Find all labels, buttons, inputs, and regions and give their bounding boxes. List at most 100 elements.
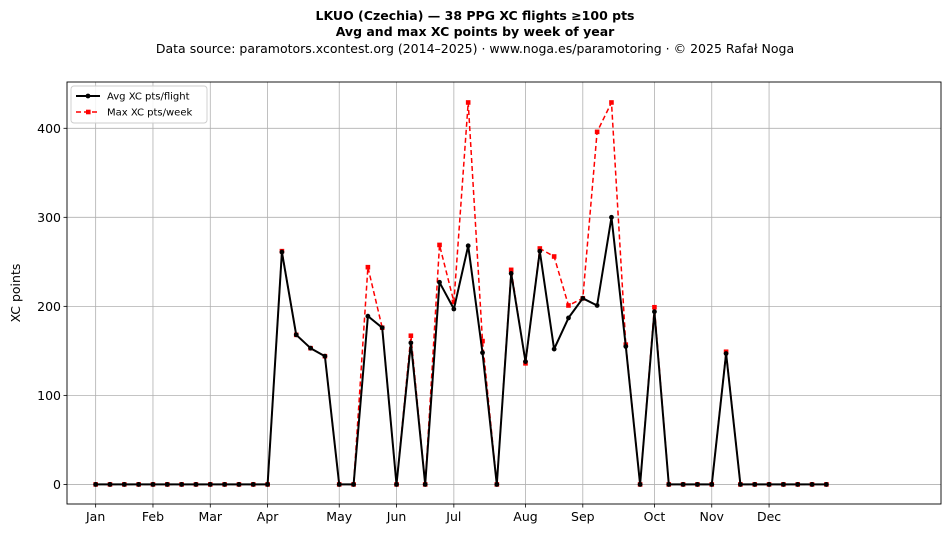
data-point	[293, 332, 299, 338]
data-point	[279, 249, 285, 255]
data-point	[566, 315, 571, 321]
data-point	[508, 271, 514, 276]
x-tick-label: Nov	[700, 509, 725, 524]
y-tick-label: 300	[37, 210, 61, 225]
data-point	[623, 344, 629, 349]
data-point	[222, 482, 228, 487]
legend-marker	[86, 109, 91, 115]
y-tick-label: 0	[53, 477, 61, 492]
data-point	[594, 303, 600, 308]
data-point	[250, 482, 256, 487]
series-avg	[93, 214, 829, 487]
chart-title: LKUO (Czechia) — 38 PPG XC flights ≥100 …	[315, 8, 635, 23]
data-point	[752, 482, 758, 487]
x-tick-label: Apr	[257, 509, 279, 524]
data-point	[351, 482, 356, 487]
x-tick-label: Mar	[198, 509, 222, 524]
data-point	[121, 482, 127, 487]
data-point	[150, 482, 156, 487]
data-point	[738, 482, 743, 487]
data-point	[537, 248, 543, 254]
data-point	[594, 129, 600, 135]
data-point	[336, 482, 342, 487]
data-point	[179, 482, 185, 487]
x-tick-label: Jul	[445, 509, 461, 524]
data-point	[823, 482, 829, 487]
grid-lines	[67, 82, 941, 504]
data-point	[780, 482, 786, 487]
data-point	[308, 345, 313, 351]
data-point	[107, 482, 113, 487]
data-point	[451, 299, 457, 305]
data-point	[365, 264, 371, 270]
y-tick-label: 400	[37, 121, 61, 136]
data-point	[795, 482, 801, 487]
data-point	[365, 313, 371, 319]
x-tick-label: Aug	[513, 509, 537, 524]
y-axis-label: XC points	[8, 264, 23, 323]
series-line	[95, 101, 827, 486]
data-point	[379, 325, 385, 331]
series-line	[95, 216, 827, 486]
data-point	[494, 482, 500, 487]
data-point	[695, 482, 700, 487]
data-point	[136, 482, 142, 487]
data-point	[652, 309, 657, 315]
x-tick-label: Sep	[571, 509, 595, 524]
x-tick-label: Feb	[142, 509, 164, 524]
data-point	[709, 482, 715, 487]
y-tick-label: 200	[37, 299, 61, 314]
y-axis: 0 100 200 300 400	[37, 121, 67, 492]
legend: Avg XC pts/flight Max XC pts/week	[70, 85, 208, 124]
legend-label: Max XC pts/week	[107, 108, 192, 119]
data-point	[566, 303, 571, 308]
data-point	[580, 295, 586, 301]
data-point	[537, 246, 543, 251]
data-point	[394, 482, 399, 487]
data-point	[551, 254, 557, 259]
data-point	[480, 350, 485, 356]
data-point	[637, 482, 643, 487]
data-point	[93, 482, 99, 487]
data-point	[480, 338, 485, 344]
data-point	[609, 214, 614, 220]
data-point	[666, 482, 672, 487]
data-point	[809, 482, 815, 487]
legend-box	[70, 85, 208, 124]
data-point	[766, 482, 772, 487]
data-point	[322, 353, 328, 359]
legend-marker	[85, 93, 91, 99]
data-point	[451, 306, 457, 312]
x-tick-label: Jan	[85, 509, 105, 524]
data-point	[422, 482, 428, 487]
data-point	[193, 482, 199, 487]
chart-titles: LKUO (Czechia) — 38 PPG XC flights ≥100 …	[0, 8, 950, 58]
data-point	[609, 100, 614, 105]
legend-label: Avg XC pts/flight	[107, 92, 190, 103]
x-tick-label: Jun	[386, 509, 407, 524]
data-point	[265, 482, 270, 487]
data-point	[652, 304, 657, 310]
x-tick-label: Dec	[757, 509, 781, 524]
data-point	[723, 351, 729, 356]
plot-frame	[66, 81, 942, 505]
x-axis: Jan Feb Mar Apr May Jun Jul Aug Sep Oct Nov Dec	[85, 504, 781, 524]
x-tick-label: Oct	[644, 509, 666, 524]
data-point	[508, 267, 514, 273]
series-layer	[93, 100, 829, 487]
data-point	[437, 242, 442, 248]
data-point	[408, 340, 414, 346]
data-point	[207, 482, 213, 487]
data-point	[551, 346, 557, 352]
data-point	[523, 359, 528, 364]
x-tick-label: May	[326, 509, 352, 524]
data-point	[408, 333, 414, 339]
data-point	[236, 482, 242, 487]
data-point	[437, 279, 442, 285]
chart-source: Data source: paramotors.xcontest.org (20…	[155, 41, 795, 56]
y-tick-label: 100	[37, 388, 61, 403]
data-point	[465, 100, 471, 105]
chart-subtitle: Avg and max XC points by week of year	[335, 24, 615, 39]
data-point	[465, 243, 471, 249]
